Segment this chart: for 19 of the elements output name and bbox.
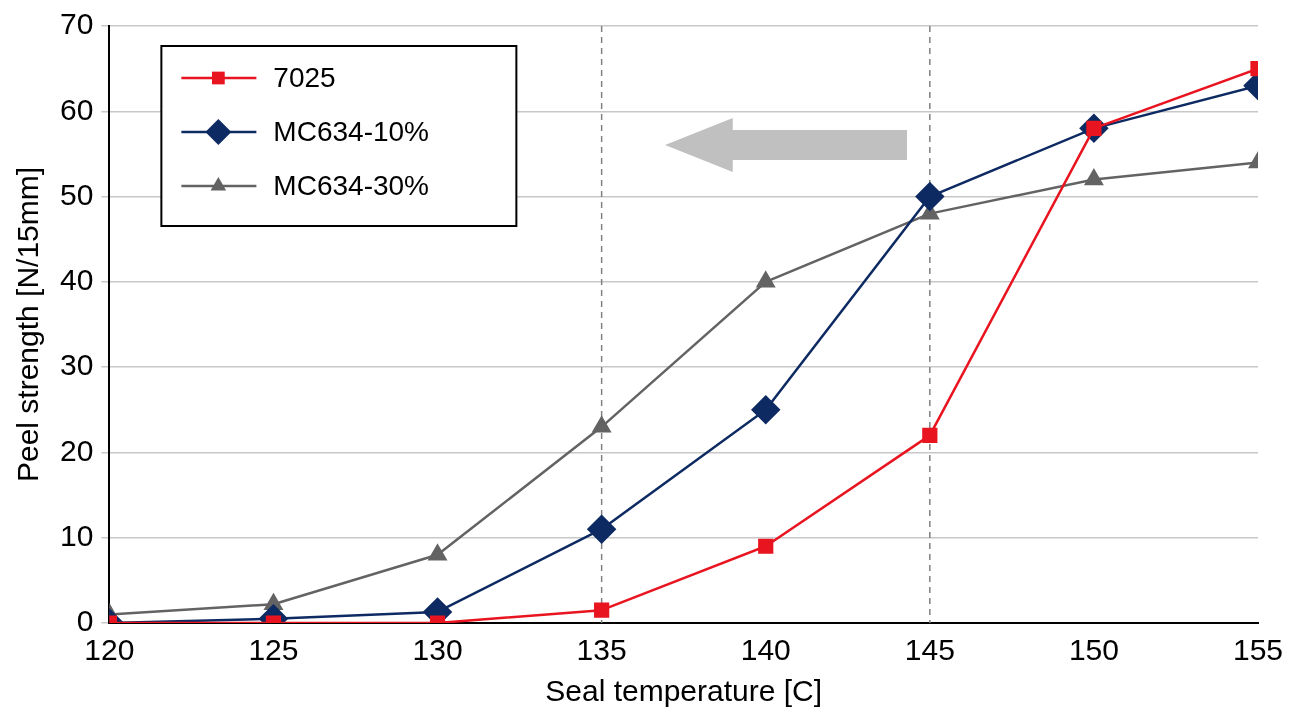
y-tick-label: 70: [59, 7, 94, 41]
legend-label: MC634-30%: [273, 169, 430, 201]
y-tick-label: 30: [59, 348, 94, 382]
x-tick-label: 125: [248, 633, 299, 667]
legend-label: 7025: [273, 61, 336, 93]
y-tick-label: 60: [59, 92, 94, 126]
y-tick-label: 20: [59, 433, 94, 467]
x-tick-label: 145: [904, 633, 955, 667]
x-tick-label: 135: [576, 633, 627, 667]
y-tick-label: 50: [59, 177, 94, 211]
y-axis-title: Peel strength [N/15mm]: [11, 166, 45, 483]
x-tick-label: 155: [1232, 633, 1284, 667]
x-axis-title: Seal temperature [C]: [545, 674, 823, 708]
x-tick-label: 140: [740, 633, 791, 667]
x-tick-label: 150: [1068, 633, 1119, 667]
legend-label: MC634-10%: [273, 115, 430, 147]
y-tick-label: 40: [59, 263, 94, 297]
y-tick-label: 10: [59, 518, 94, 552]
x-tick-label: 130: [412, 633, 463, 667]
